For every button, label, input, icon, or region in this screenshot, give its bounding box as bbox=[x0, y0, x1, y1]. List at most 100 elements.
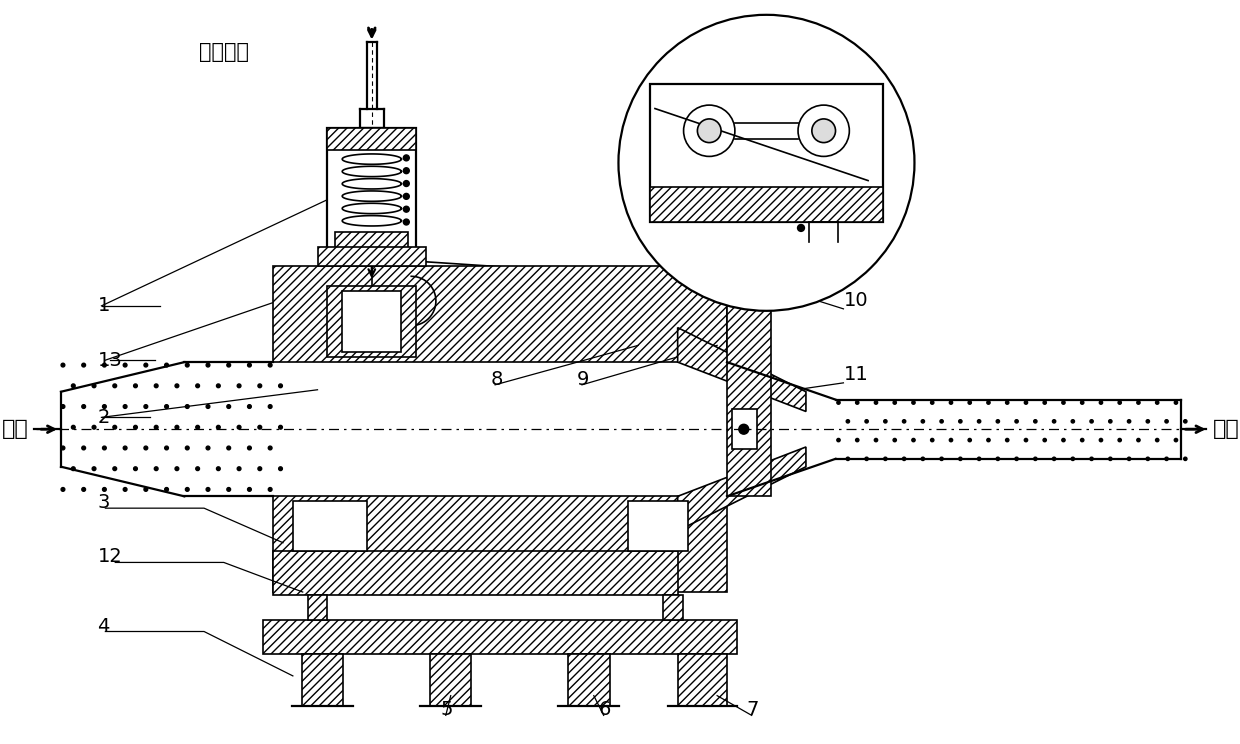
Bar bbox=[727, 266, 771, 496]
Circle shape bbox=[61, 363, 64, 367]
Text: 8: 8 bbox=[490, 370, 502, 389]
Circle shape bbox=[268, 363, 272, 367]
Circle shape bbox=[940, 457, 944, 461]
Circle shape bbox=[856, 438, 859, 442]
Bar bbox=[327, 128, 417, 261]
Circle shape bbox=[977, 420, 981, 423]
Circle shape bbox=[1118, 401, 1121, 404]
Circle shape bbox=[227, 405, 231, 408]
Text: 6: 6 bbox=[599, 700, 611, 719]
Circle shape bbox=[1156, 401, 1159, 404]
Circle shape bbox=[258, 466, 262, 470]
Circle shape bbox=[1053, 420, 1055, 423]
Text: 5: 5 bbox=[441, 700, 454, 719]
Bar bbox=[273, 266, 727, 362]
Circle shape bbox=[884, 420, 887, 423]
Circle shape bbox=[123, 363, 126, 367]
Circle shape bbox=[403, 193, 409, 199]
Circle shape bbox=[279, 466, 283, 470]
Circle shape bbox=[403, 155, 409, 161]
Polygon shape bbox=[678, 447, 806, 531]
Bar bbox=[650, 84, 883, 222]
Circle shape bbox=[996, 457, 999, 461]
Circle shape bbox=[103, 363, 107, 367]
Circle shape bbox=[196, 384, 200, 388]
Text: 3: 3 bbox=[98, 493, 110, 512]
Circle shape bbox=[248, 363, 252, 367]
Circle shape bbox=[258, 384, 262, 388]
Circle shape bbox=[279, 384, 283, 388]
Circle shape bbox=[996, 420, 999, 423]
Bar bbox=[308, 595, 327, 620]
Bar bbox=[430, 654, 471, 705]
Circle shape bbox=[1006, 401, 1009, 404]
Circle shape bbox=[175, 466, 179, 470]
Circle shape bbox=[61, 446, 64, 450]
Circle shape bbox=[72, 384, 76, 388]
Bar bbox=[273, 551, 678, 595]
Circle shape bbox=[1024, 401, 1028, 404]
Circle shape bbox=[237, 426, 241, 429]
Bar bbox=[629, 501, 687, 551]
Circle shape bbox=[82, 405, 86, 408]
Circle shape bbox=[940, 420, 944, 423]
Polygon shape bbox=[678, 327, 806, 411]
Circle shape bbox=[403, 167, 409, 173]
Circle shape bbox=[113, 426, 117, 429]
Circle shape bbox=[968, 438, 971, 442]
Bar bbox=[650, 187, 883, 222]
Circle shape bbox=[237, 466, 241, 470]
Circle shape bbox=[1006, 438, 1009, 442]
Circle shape bbox=[866, 457, 868, 461]
Circle shape bbox=[987, 438, 990, 442]
Circle shape bbox=[403, 219, 409, 225]
Circle shape bbox=[144, 487, 148, 491]
Bar bbox=[678, 654, 727, 705]
Circle shape bbox=[697, 119, 722, 143]
Circle shape bbox=[1061, 438, 1065, 442]
Circle shape bbox=[903, 420, 905, 423]
Circle shape bbox=[837, 438, 841, 442]
Bar bbox=[293, 501, 367, 551]
Circle shape bbox=[61, 487, 64, 491]
Circle shape bbox=[1071, 420, 1075, 423]
Circle shape bbox=[837, 401, 841, 404]
Circle shape bbox=[1109, 420, 1112, 423]
Bar bbox=[317, 247, 427, 266]
Text: 1: 1 bbox=[98, 296, 110, 315]
Circle shape bbox=[921, 420, 925, 423]
Circle shape bbox=[846, 457, 849, 461]
Circle shape bbox=[1090, 457, 1094, 461]
Circle shape bbox=[846, 420, 849, 423]
Circle shape bbox=[403, 181, 409, 187]
Circle shape bbox=[739, 424, 749, 434]
Circle shape bbox=[154, 384, 157, 388]
Circle shape bbox=[950, 438, 952, 442]
Circle shape bbox=[258, 426, 262, 429]
Circle shape bbox=[856, 401, 859, 404]
Circle shape bbox=[968, 401, 971, 404]
Circle shape bbox=[206, 363, 210, 367]
Circle shape bbox=[977, 457, 981, 461]
Circle shape bbox=[123, 487, 126, 491]
Text: 9: 9 bbox=[577, 370, 589, 389]
Circle shape bbox=[61, 405, 64, 408]
Text: 7: 7 bbox=[746, 700, 759, 719]
Circle shape bbox=[103, 487, 107, 491]
Circle shape bbox=[175, 384, 179, 388]
Circle shape bbox=[113, 384, 117, 388]
Circle shape bbox=[248, 446, 252, 450]
Circle shape bbox=[103, 446, 107, 450]
Circle shape bbox=[113, 466, 117, 470]
Circle shape bbox=[1024, 438, 1028, 442]
Bar bbox=[263, 620, 737, 654]
Circle shape bbox=[144, 363, 148, 367]
Circle shape bbox=[82, 487, 86, 491]
Circle shape bbox=[911, 438, 915, 442]
Bar bbox=[273, 496, 727, 592]
Circle shape bbox=[144, 405, 148, 408]
Text: 4: 4 bbox=[98, 617, 110, 635]
Circle shape bbox=[1137, 401, 1140, 404]
Bar bbox=[335, 232, 408, 257]
Bar bbox=[568, 654, 610, 705]
